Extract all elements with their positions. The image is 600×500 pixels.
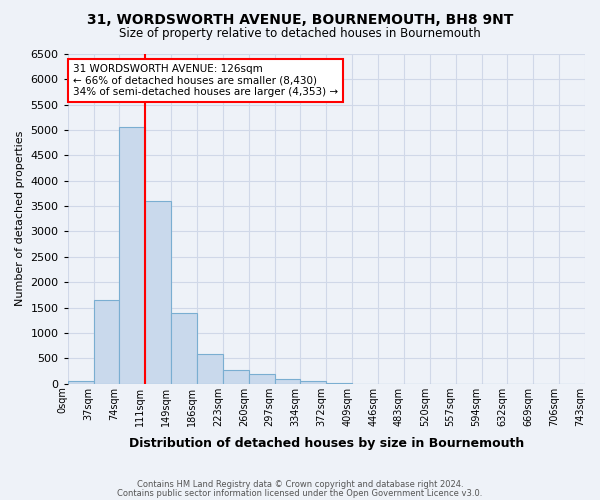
Bar <box>301 381 326 384</box>
Bar <box>223 370 249 384</box>
Bar <box>94 300 119 384</box>
Bar <box>119 127 145 384</box>
Text: 31, WORDSWORTH AVENUE, BOURNEMOUTH, BH8 9NT: 31, WORDSWORTH AVENUE, BOURNEMOUTH, BH8 … <box>87 12 513 26</box>
Bar <box>68 380 94 384</box>
Bar <box>197 354 223 384</box>
Bar <box>171 313 197 384</box>
Y-axis label: Number of detached properties: Number of detached properties <box>15 131 25 306</box>
Bar <box>275 378 301 384</box>
Text: Contains HM Land Registry data © Crown copyright and database right 2024.: Contains HM Land Registry data © Crown c… <box>137 480 463 489</box>
Bar <box>326 383 352 384</box>
Text: 31 WORDSWORTH AVENUE: 126sqm
← 66% of detached houses are smaller (8,430)
34% of: 31 WORDSWORTH AVENUE: 126sqm ← 66% of de… <box>73 64 338 97</box>
Text: Size of property relative to detached houses in Bournemouth: Size of property relative to detached ho… <box>119 28 481 40</box>
Text: Contains public sector information licensed under the Open Government Licence v3: Contains public sector information licen… <box>118 490 482 498</box>
Bar <box>249 374 275 384</box>
X-axis label: Distribution of detached houses by size in Bournemouth: Distribution of detached houses by size … <box>129 437 524 450</box>
Bar <box>145 201 171 384</box>
